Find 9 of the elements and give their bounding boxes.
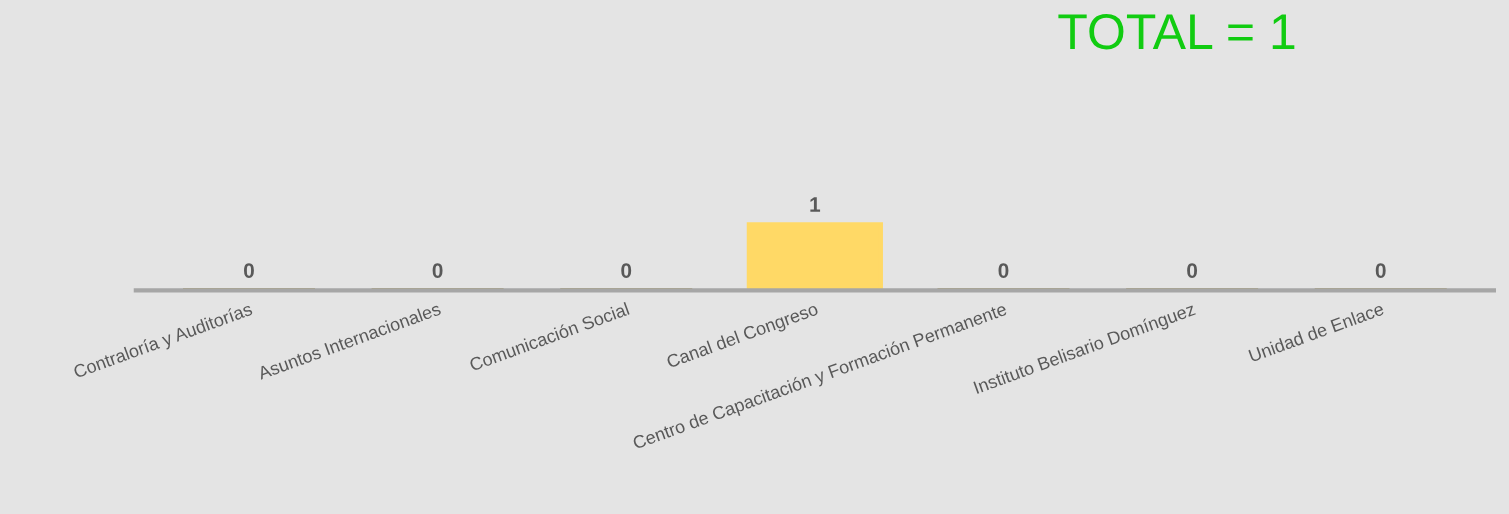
data-label: 0 [1375,263,1386,278]
x-tick-label: Unidad de Enlace [1248,301,1385,363]
data-label: 0 [244,263,254,278]
data-label: 0 [432,263,443,278]
data-label: 0 [998,263,1009,278]
chart-title: TOTAL = 1 [1058,14,1295,50]
data-label: 1 [810,197,821,212]
data-label: 0 [621,263,632,278]
data-label: 0 [1187,263,1198,278]
